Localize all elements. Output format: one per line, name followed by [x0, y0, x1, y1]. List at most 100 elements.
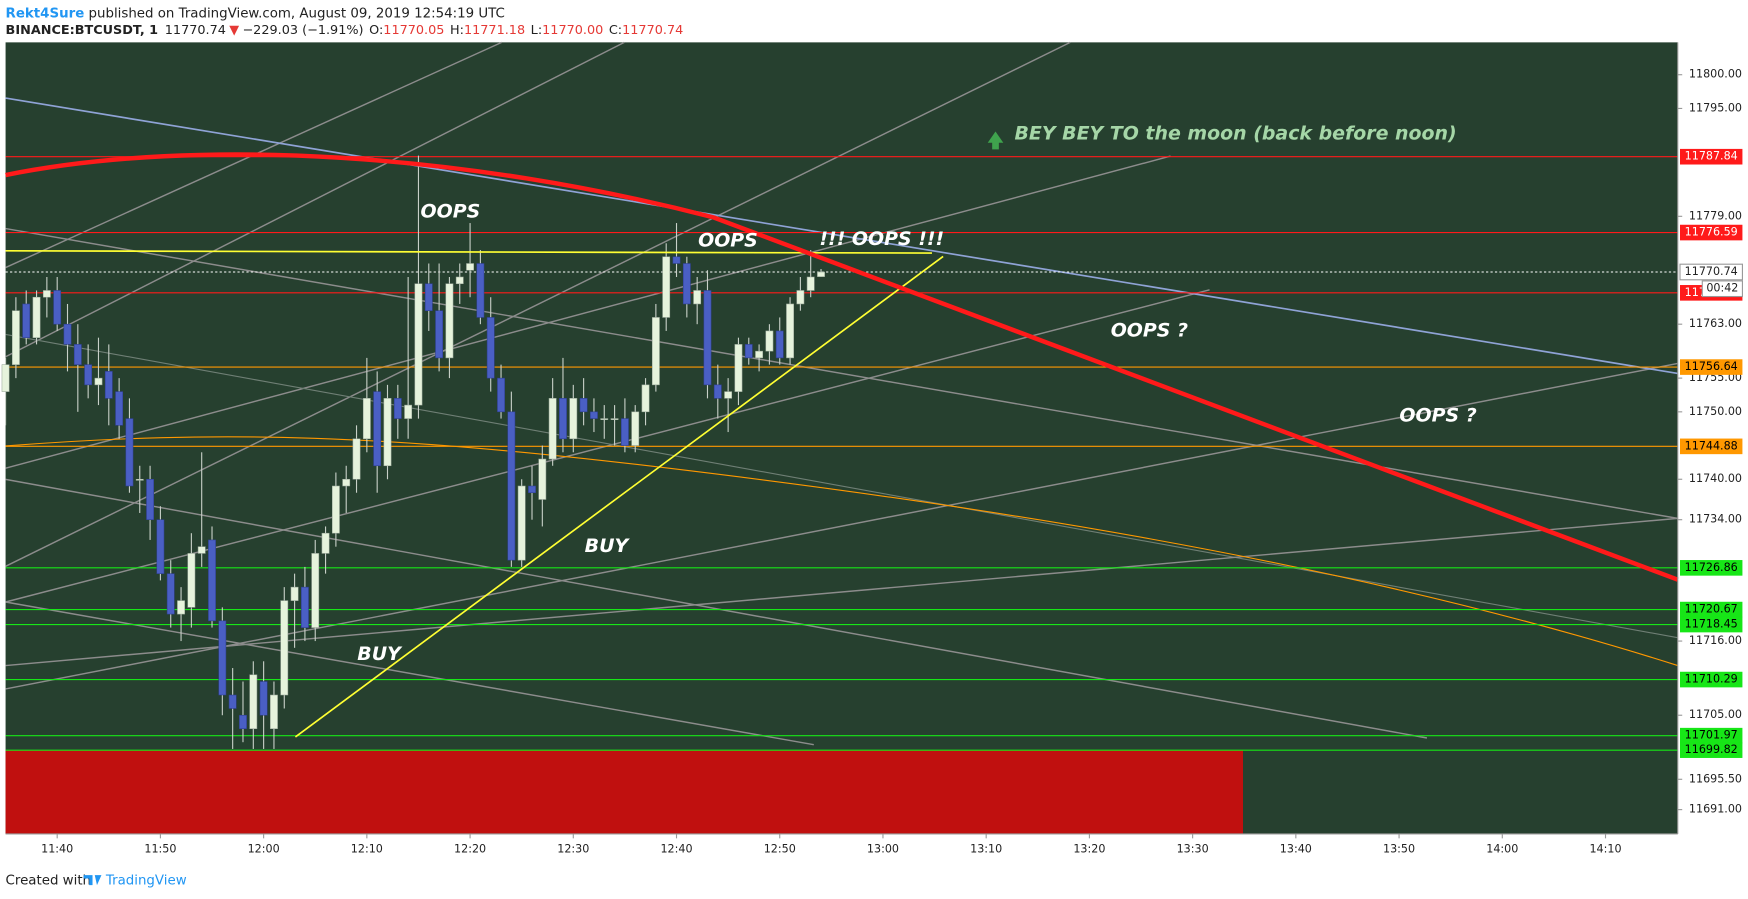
candle-body — [497, 377, 505, 413]
x-tick-label: 12:40 — [660, 843, 692, 856]
candle-body — [590, 411, 598, 419]
annotation: !!! OOPS !!! — [819, 228, 944, 250]
x-tick-label: 13:40 — [1280, 843, 1312, 856]
candle-body — [693, 290, 702, 305]
annotation: OOPS ? — [1111, 320, 1188, 342]
candle-body — [12, 310, 20, 365]
price-badge — [1679, 727, 1743, 744]
candle-body — [435, 310, 443, 359]
countdown-badge — [1701, 280, 1743, 298]
candle-body — [445, 283, 454, 359]
price-badge-label: 11726.86 — [1685, 561, 1738, 574]
candle-body — [548, 398, 557, 460]
candle-body — [621, 418, 629, 446]
price-badge-label: 11756.64 — [1685, 360, 1738, 373]
y-tick-label: 11716.00 — [1689, 634, 1742, 647]
candle-body — [517, 485, 526, 561]
candle-body — [817, 271, 825, 277]
price-badge-label: 11744.88 — [1685, 439, 1738, 452]
ohlc-value: 11770.74 — [622, 23, 683, 38]
candle-body — [528, 485, 536, 494]
header-line: Rekt4Sure published on TradingView.com, … — [6, 6, 505, 21]
current-price-label: 11770.74 — [1685, 265, 1738, 278]
candle-body — [270, 694, 278, 729]
candle-body — [806, 276, 815, 291]
author[interactable]: Rekt4Sure — [6, 6, 85, 21]
x-tick-label: 12:10 — [351, 843, 383, 856]
candle-body — [32, 296, 41, 338]
price-badge-label: 11776.59 — [1685, 226, 1738, 239]
candle-body — [796, 290, 805, 305]
support-line — [294, 255, 944, 738]
x-tick-label: 12:30 — [557, 843, 589, 856]
trend-line — [5, 478, 1428, 739]
footer-brand[interactable]: TradingView — [105, 874, 187, 889]
candle-body — [507, 411, 516, 561]
price-badge — [1679, 601, 1743, 618]
candle-body — [301, 586, 309, 628]
price: 11770.74 — [165, 23, 226, 38]
candle-body — [135, 478, 144, 481]
candle-body — [682, 263, 691, 305]
countdown: 00:42 — [1706, 282, 1738, 295]
annotation: OOPS — [698, 229, 758, 251]
ohlc-value: 11770.05 — [383, 23, 444, 38]
candle-body — [197, 546, 206, 554]
candle-body — [1, 364, 10, 392]
ohlc-label: L: — [531, 23, 542, 38]
candle-body — [115, 391, 124, 426]
price-badge — [1679, 438, 1743, 455]
candle-body — [610, 418, 619, 420]
candle-body — [84, 364, 93, 386]
candle-body — [53, 290, 62, 325]
current-price-badge — [1679, 263, 1743, 281]
candle-body — [290, 586, 299, 601]
change: −229.03 (−1.91%) — [242, 23, 363, 38]
symbol: BINANCE:BTCUSDT, 1 — [6, 23, 159, 38]
candle-body — [476, 263, 485, 318]
price-badge — [1679, 671, 1743, 688]
candle-body — [218, 620, 227, 696]
candle-body — [311, 553, 320, 628]
candle-body — [713, 384, 722, 399]
candle-body — [352, 438, 361, 480]
x-tick-label: 12:50 — [764, 843, 796, 856]
candle-body — [73, 344, 82, 365]
y-tick-label: 11691.00 — [1689, 803, 1742, 816]
candle-body — [569, 398, 578, 440]
x-tick-label: 13:50 — [1383, 843, 1415, 856]
candle-body — [228, 694, 237, 709]
candle-body — [94, 377, 103, 386]
trend-line — [5, 97, 1678, 375]
trend-line — [5, 227, 1678, 520]
price-badge — [1679, 742, 1743, 758]
candle-body — [239, 714, 247, 729]
y-tick-label: 11795.00 — [1689, 101, 1742, 114]
candle-body — [672, 256, 681, 264]
candle-body — [775, 330, 784, 359]
candle-body — [104, 371, 113, 399]
candle-body — [755, 350, 763, 359]
candle-body — [765, 330, 774, 352]
x-tick-label: 13:20 — [1073, 843, 1105, 856]
candle-body — [177, 600, 185, 615]
ohlc-label: O: — [369, 23, 383, 38]
candle-body — [63, 323, 72, 345]
candle-body — [156, 519, 165, 574]
x-tick-label: 14:00 — [1486, 843, 1518, 856]
drawings-top — [5, 131, 1679, 738]
candle-body — [259, 681, 268, 716]
candle-body — [641, 384, 650, 413]
price-badge-label: 11787.84 — [1685, 150, 1738, 163]
zone — [5, 750, 1243, 834]
candle-body — [662, 256, 671, 318]
candle-body — [703, 290, 712, 386]
ohlc-label: H: — [450, 23, 464, 38]
x-tick-label: 11:50 — [144, 843, 176, 856]
price-badge — [1679, 616, 1743, 633]
candle-body — [342, 478, 351, 487]
drawings — [5, 41, 1678, 834]
candle-body — [331, 485, 340, 534]
candle-body — [373, 391, 382, 467]
